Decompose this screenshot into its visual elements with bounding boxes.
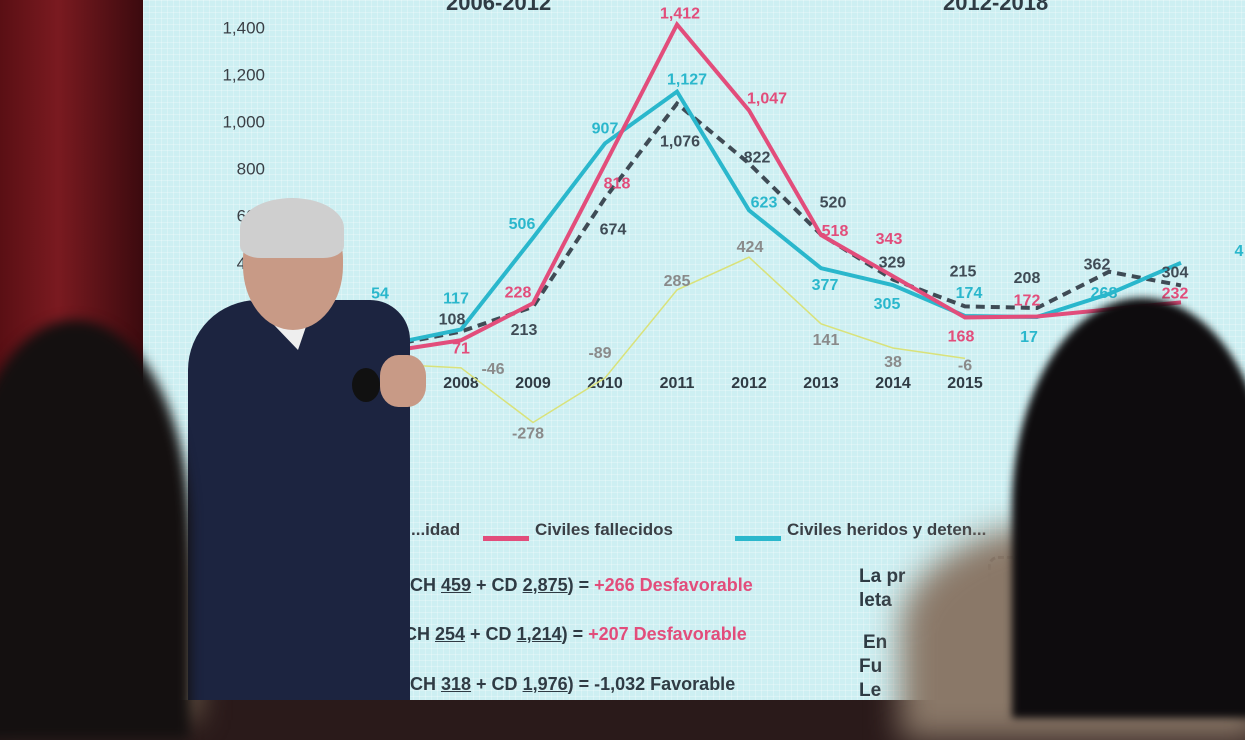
note-text: La pr	[859, 566, 906, 587]
presenter-hand	[380, 355, 426, 407]
data-label: 818	[604, 175, 631, 192]
data-label: 208	[1014, 270, 1041, 287]
data-label: 117	[443, 290, 469, 307]
x-tick-label: 2008	[443, 375, 479, 392]
x-tick-label: 2015	[947, 375, 983, 392]
legend-item-civiles-fallecidos: Civiles fallecidos	[483, 520, 673, 542]
data-label: 17	[1020, 329, 1038, 346]
y-tick-label: 1,000	[222, 113, 265, 132]
data-label: 1,412	[660, 5, 700, 22]
equation-ch: 318	[441, 674, 472, 694]
data-label: 343	[876, 231, 903, 248]
microphone	[352, 368, 380, 402]
data-label: 304	[1162, 264, 1189, 281]
data-label: -278	[512, 425, 544, 442]
data-label: 329	[879, 255, 906, 272]
equation-line: CH 254 + CD 1,214) = +207 Desfavorable	[404, 624, 747, 645]
note-text: Fu	[859, 656, 883, 677]
equation-suffix: ) =	[567, 674, 595, 694]
equation-prefix: CH	[404, 624, 435, 644]
data-label: -89	[588, 345, 611, 362]
note-text: En	[863, 632, 888, 653]
data-label: 305	[874, 296, 901, 313]
data-label: -6	[958, 357, 972, 374]
data-label: 215	[950, 263, 977, 280]
equation-prefix: (CH	[404, 674, 441, 694]
presenter-hair	[240, 198, 344, 258]
data-label: 54	[371, 285, 389, 302]
legend-item-dashed: ...idad	[411, 520, 461, 539]
audience-silhouette-right	[1012, 298, 1245, 718]
data-label: 623	[751, 194, 778, 211]
note-text: leta	[859, 590, 892, 611]
equation-cd: 1,976	[522, 674, 568, 694]
data-label: 213	[511, 322, 538, 339]
data-label: 518	[822, 223, 849, 240]
equation-result: +266 Desfavorable	[594, 575, 753, 595]
equation-suffix: ) =	[567, 575, 595, 595]
series-line	[330, 256, 966, 424]
series-line	[330, 100, 1182, 348]
data-label: 520	[820, 195, 847, 212]
x-tick-label: 2011	[660, 375, 695, 392]
legend-item-civiles-heridos: Civiles heridos y deten...	[735, 520, 986, 542]
equation-result: +207 Desfavorable	[588, 624, 747, 644]
equation-mid: + CD	[471, 674, 523, 694]
data-label: 362	[1084, 257, 1111, 274]
y-tick-label: 1,200	[222, 65, 265, 84]
equation-line: (CH 318 + CD 1,976) = -1,032 Favorable	[404, 674, 735, 695]
data-label: 228	[505, 284, 532, 301]
data-label: 141	[813, 332, 840, 349]
equation-mid: + CD	[471, 575, 523, 595]
data-label: 506	[509, 216, 536, 233]
equation-mid: + CD	[465, 624, 517, 644]
equation-cd: 2,875	[522, 575, 568, 595]
data-label: 1,076	[660, 134, 700, 151]
legend-swatch	[735, 536, 781, 542]
data-label: 1,047	[747, 90, 787, 107]
data-label: 38	[884, 354, 902, 371]
audience-silhouette-left	[0, 320, 190, 740]
data-label: 168	[948, 328, 975, 345]
x-tick-label: 2013	[803, 375, 839, 392]
data-label: 285	[664, 273, 691, 290]
equation-suffix: ) =	[561, 624, 589, 644]
y-tick-label: 1,400	[222, 18, 265, 37]
equation-line: (CH 459 + CD 2,875) = +266 Desfavorable	[404, 575, 753, 596]
equation-prefix: (CH	[404, 575, 441, 595]
data-label: 108	[439, 312, 466, 329]
note-text: Le	[859, 680, 882, 701]
data-label: 71	[452, 340, 470, 357]
data-label: 232	[1162, 285, 1189, 302]
legend-swatch	[483, 536, 529, 542]
data-label: 674	[600, 221, 627, 238]
data-label: -46	[481, 361, 504, 378]
data-label: 424	[737, 239, 764, 256]
data-label: 268	[1091, 285, 1118, 302]
series-line	[330, 20, 1182, 354]
equation-ch: 459	[441, 575, 472, 595]
data-label: 172	[1014, 292, 1041, 309]
period-title-1: 2006-2012	[446, 0, 552, 15]
data-label: 4	[1235, 243, 1244, 260]
x-tick-label: 2012	[731, 375, 767, 392]
presenter-body	[188, 300, 410, 700]
x-tick-label: 2009	[515, 375, 551, 392]
equation-result: -1,032 Favorable	[594, 674, 736, 694]
period-title-2: 2012-2018	[943, 0, 1049, 15]
data-label: 822	[744, 149, 771, 166]
y-tick-label: 800	[237, 160, 265, 179]
data-label: 174	[956, 285, 983, 302]
data-label: 1,127	[667, 72, 707, 89]
line-chart: 1,4001,2001,0008006004002008200920102011…	[222, 5, 1244, 442]
x-tick-label: 2014	[875, 375, 911, 392]
x-tick-label: 2010	[587, 375, 623, 392]
equation-ch: 254	[435, 624, 466, 644]
data-label: 377	[812, 277, 839, 294]
data-label: 907	[592, 120, 619, 137]
equation-cd: 1,214	[516, 624, 562, 644]
